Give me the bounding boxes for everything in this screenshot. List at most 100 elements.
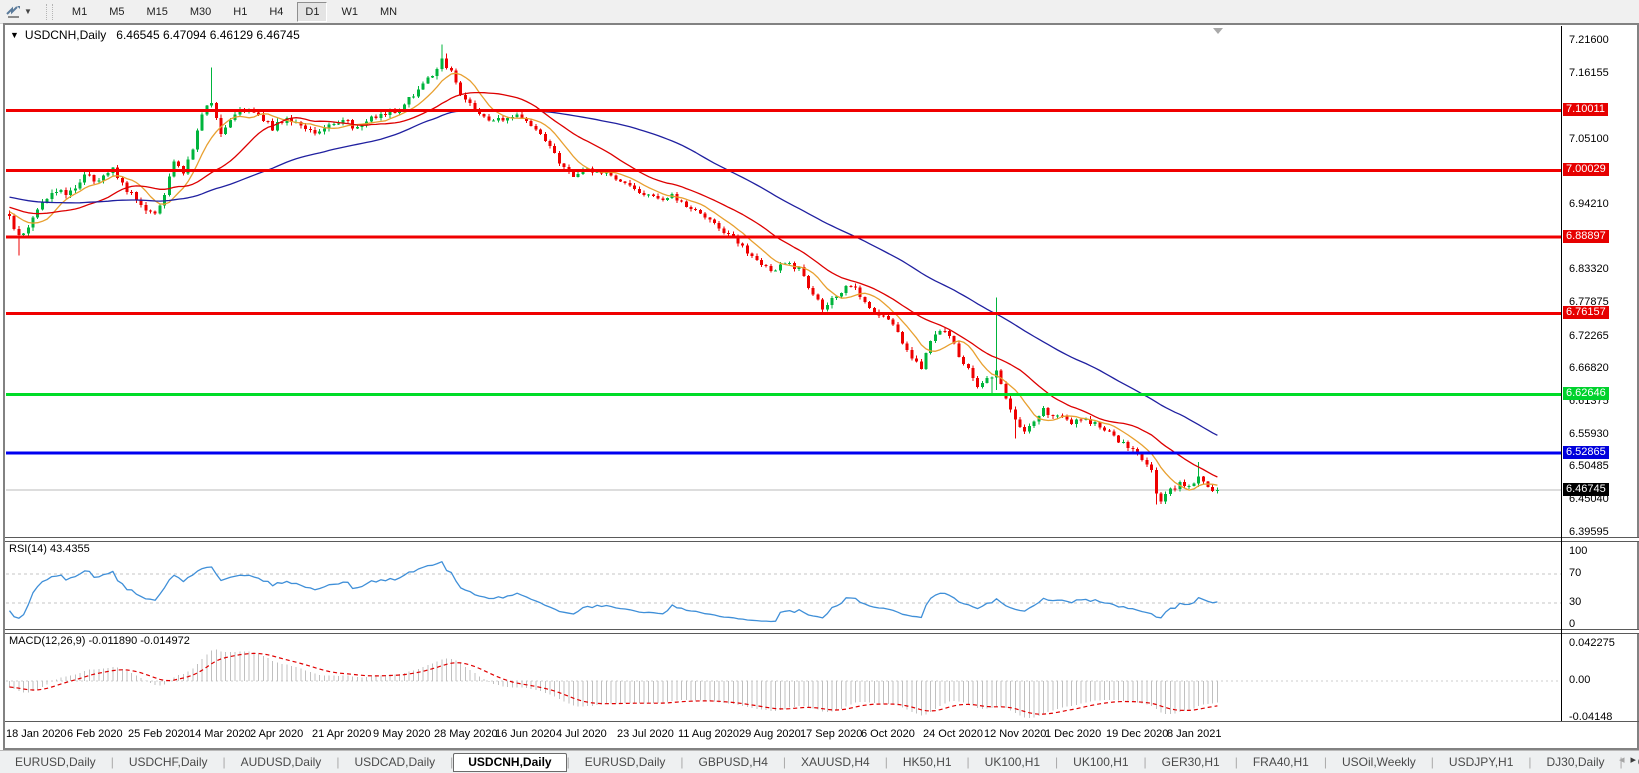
tab-separator: | bbox=[884, 755, 888, 769]
price-tick-label: 6.77875 bbox=[1569, 296, 1609, 308]
rsi-tick-label: 0 bbox=[1569, 618, 1576, 630]
tab-separator: | bbox=[966, 755, 970, 769]
timeframe-mn[interactable]: MN bbox=[372, 2, 405, 22]
price-level-badge: 6.76157 bbox=[1563, 306, 1609, 319]
macd-label: MACD(12,26,9) -0.011890 -0.014972 bbox=[9, 635, 190, 647]
price-tick-label: 6.50485 bbox=[1569, 460, 1609, 472]
price-tick-label: 6.45040 bbox=[1569, 493, 1609, 505]
pane-separator-rsi[interactable] bbox=[5, 537, 1639, 542]
chart-tab-fra40-h1[interactable]: FRA40,H1 bbox=[1252, 755, 1309, 769]
chart-tab-uk100-h1[interactable]: UK100,H1 bbox=[1073, 755, 1129, 769]
price-axis-border bbox=[1561, 26, 1562, 721]
tab-separator: | bbox=[450, 755, 454, 769]
price-tick-label: 7.21600 bbox=[1569, 34, 1609, 46]
date-tick-label: 2 Apr 2020 bbox=[250, 728, 304, 740]
date-tick-label: 11 Aug 2020 bbox=[678, 728, 739, 740]
date-tick-label: 16 Jun 2020 bbox=[495, 728, 556, 740]
date-tick-label: 4 Jul 2020 bbox=[556, 728, 607, 740]
date-tick-label: 17 Sep 2020 bbox=[800, 728, 863, 740]
price-tick-label: 7.05100 bbox=[1569, 133, 1609, 145]
chart-tab-eurusd-daily[interactable]: EURUSD,Daily bbox=[584, 755, 666, 769]
date-axis-separator bbox=[5, 721, 1639, 722]
macd-tick-label: 0.042275 bbox=[1569, 637, 1615, 649]
timeframe-h4[interactable]: H4 bbox=[261, 2, 291, 22]
tab-separator: | bbox=[336, 755, 340, 769]
tab-separator: | bbox=[1143, 755, 1147, 769]
price-tick-label: 6.66820 bbox=[1569, 362, 1609, 374]
date-tick-label: 14 Mar 2020 bbox=[189, 728, 251, 740]
chart-tab-uk100-h1[interactable]: UK100,H1 bbox=[984, 755, 1041, 769]
chart-tab-dj30-daily[interactable]: DJ30,Daily bbox=[1546, 755, 1605, 769]
date-tick-label: 24 Oct 2020 bbox=[923, 728, 983, 740]
tab-separator: | bbox=[566, 755, 570, 769]
rsi-pane-area[interactable] bbox=[6, 540, 1561, 629]
chart-tab-gbpusd-h4[interactable]: GBPUSD,H4 bbox=[698, 755, 768, 769]
timeframe-m1[interactable]: M1 bbox=[64, 2, 95, 22]
chart-tab-usdchf-daily[interactable]: USDCHF,Daily bbox=[128, 755, 208, 769]
timeframe-d1[interactable]: D1 bbox=[297, 1, 328, 22]
tabs-container: EURUSD,Daily | USDCHF,Daily | AUDUSD,Daily | U… bbox=[0, 752, 1639, 772]
chart-tab-xauusd-h4[interactable]: XAUUSD,H4 bbox=[801, 755, 870, 769]
timeframe-m15[interactable]: M15 bbox=[138, 2, 175, 22]
tab-separator: | bbox=[1055, 755, 1059, 769]
date-tick-label: 1 Dec 2020 bbox=[1045, 728, 1102, 740]
chart-tab-usoil-weekly[interactable]: USOil,Weekly bbox=[1341, 755, 1416, 769]
date-tick-label: 6 Feb 2020 bbox=[67, 728, 123, 740]
date-tick-label: 23 Jul 2020 bbox=[617, 728, 674, 740]
chart-tab-audusd-daily[interactable]: AUDUSD,Daily bbox=[240, 755, 322, 769]
price-level-badge: 7.00029 bbox=[1563, 163, 1609, 176]
tab-separator: | bbox=[222, 755, 226, 769]
date-tick-label: 12 Nov 2020 bbox=[984, 728, 1047, 740]
shift-marker-icon[interactable] bbox=[1213, 28, 1223, 34]
price-tick-label: 6.83320 bbox=[1569, 263, 1609, 275]
chart-mode-dropdown-icon[interactable]: ▼ bbox=[24, 7, 32, 16]
tab-scroll-right-icon[interactable]: ▸ bbox=[1630, 754, 1636, 766]
chart-mode-icon[interactable] bbox=[4, 4, 22, 20]
price-level-badge: 6.88897 bbox=[1563, 230, 1609, 243]
pane-separator-macd[interactable] bbox=[5, 629, 1639, 634]
timeframe-buttons: M1 M5 M15 M30 H1 H4 D1 W1 MN bbox=[61, 1, 408, 22]
tab-separator: | bbox=[1430, 755, 1434, 769]
price-tick-label: 6.72265 bbox=[1569, 330, 1609, 342]
timeframe-m30[interactable]: M30 bbox=[182, 2, 219, 22]
price-level-badge: 6.52865 bbox=[1563, 446, 1609, 459]
timeframe-m5[interactable]: M5 bbox=[101, 2, 132, 22]
rsi-tick-label: 70 bbox=[1569, 567, 1582, 579]
date-tick-label: 19 Dec 2020 bbox=[1106, 728, 1169, 740]
macd-tick-label: 0.00 bbox=[1569, 674, 1591, 686]
chart-tab-hk50-h1[interactable]: HK50,H1 bbox=[902, 755, 952, 769]
chart-tab-usdcad-daily[interactable]: USDCAD,Daily bbox=[354, 755, 436, 769]
tab-scroll-left-icon[interactable]: ◂ bbox=[1618, 754, 1625, 766]
rsi-tick-label: 100 bbox=[1569, 545, 1588, 557]
chart-tab-ger30-h1[interactable]: GER30,H1 bbox=[1161, 755, 1220, 769]
chart-tab-china300-h1[interactable]: CHINA300,H1 bbox=[1623, 753, 1639, 771]
tab-separator: | bbox=[1619, 755, 1623, 769]
timeframe-w1[interactable]: W1 bbox=[333, 2, 366, 22]
date-tick-label: 9 May 2020 bbox=[373, 728, 431, 740]
chart-title: ▼ USDCNH,Daily 6.46545 6.47094 6.46129 6… bbox=[10, 28, 300, 42]
chart-tab-eurusd-daily[interactable]: EURUSD,Daily bbox=[15, 755, 96, 769]
collapse-triangle-icon[interactable]: ▼ bbox=[10, 30, 19, 40]
macd-pane-area[interactable] bbox=[6, 632, 1561, 721]
macd-tick-label: -0.04148 bbox=[1569, 711, 1613, 723]
ohlc-values: 6.46545 6.47094 6.46129 6.46745 bbox=[116, 28, 300, 42]
timeframe-h1[interactable]: H1 bbox=[225, 2, 255, 22]
price-tick-label: 6.55930 bbox=[1569, 428, 1609, 440]
chart-tab-usdcnh-daily[interactable]: USDCNH,Daily bbox=[453, 752, 567, 772]
timeframe-toolbar: ▼ M1 M5 M15 M30 H1 H4 D1 W1 MN bbox=[0, 0, 1639, 24]
chart-tab-bar: EURUSD,Daily | USDCHF,Daily | AUDUSD,Daily | U… bbox=[0, 750, 1639, 773]
tab-separator: | bbox=[680, 755, 684, 769]
date-tick-label: 21 Apr 2020 bbox=[312, 728, 372, 740]
toolbar-grip[interactable] bbox=[45, 3, 53, 20]
price-tick-label: 6.94210 bbox=[1569, 198, 1609, 210]
date-tick-label: 25 Feb 2020 bbox=[128, 728, 190, 740]
rsi-label: RSI(14) 43.4355 bbox=[9, 543, 90, 555]
date-tick-label: 28 May 2020 bbox=[434, 728, 498, 740]
chart-tab-usdjpy-h1[interactable]: USDJPY,H1 bbox=[1448, 755, 1514, 769]
main-chart-area[interactable] bbox=[6, 26, 1561, 537]
price-tick-label: 6.39595 bbox=[1569, 526, 1609, 538]
rsi-tick-label: 30 bbox=[1569, 596, 1582, 608]
tab-scroll-buttons: ◂ ▸ bbox=[1619, 753, 1636, 766]
tab-separator: | bbox=[1323, 755, 1327, 769]
date-tick-label: 6 Oct 2020 bbox=[861, 728, 915, 740]
